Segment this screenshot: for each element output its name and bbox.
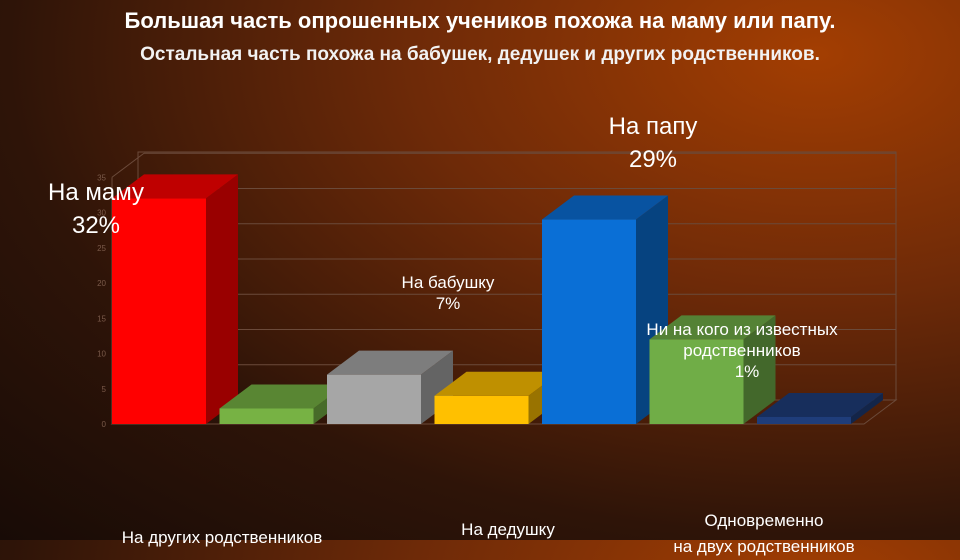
- y-tick-label-3: 15: [97, 314, 106, 323]
- label-none-line2: родственников: [683, 341, 801, 360]
- bar-4: [542, 195, 668, 424]
- bar-side-5: [743, 315, 776, 424]
- bar-0: [112, 174, 238, 424]
- bar-top-3: [434, 371, 561, 396]
- label-papa-value: 29%: [628, 146, 678, 173]
- bar-front-5: [649, 339, 744, 424]
- y-tick-label-0: 0: [102, 420, 107, 429]
- label-babushka-value: 7%: [435, 294, 461, 313]
- bar-top-2: [327, 350, 453, 375]
- label-none-line1: Ни на кого из известных: [646, 320, 838, 339]
- label-mama: На маму 32%: [30, 176, 162, 242]
- bar-top-4: [542, 195, 668, 220]
- chart-title: Большая часть опрошенных учеников похожа…: [124, 8, 836, 33]
- bar-2: [327, 350, 453, 424]
- bar-front-4: [542, 219, 636, 424]
- bar-3: [434, 371, 561, 424]
- bar-side-0: [206, 174, 238, 424]
- y-tick-label-1: 5: [102, 385, 107, 394]
- bar-top-5: [649, 315, 776, 340]
- y-tick-label-2: 10: [97, 350, 106, 359]
- label-simultaneous-line1: Одновременно: [704, 511, 824, 530]
- label-papa: На папу 29%: [580, 110, 726, 176]
- y-tick-label-4: 20: [97, 279, 106, 288]
- label-babushka: На бабушку 7%: [380, 272, 516, 314]
- label-mama-value: 32%: [71, 212, 121, 239]
- label-mama-name: На маму: [48, 179, 144, 206]
- label-simultaneous-line2: на двух родственников: [673, 537, 855, 556]
- bar-1: [219, 384, 346, 424]
- bar-front-3: [434, 395, 529, 424]
- label-none: Ни на кого из известных родственников 1%: [608, 319, 876, 382]
- label-babushka-name: На бабушку: [401, 273, 495, 292]
- label-simultaneous: Одновременно на двух родственников: [632, 508, 896, 560]
- bar-front-2: [327, 374, 421, 424]
- bar-side-6: [851, 392, 883, 424]
- bar-top-1: [219, 384, 346, 409]
- bar-front-0: [112, 198, 206, 424]
- chart-subtitle: Остальная часть похожа на бабушек, дедуш…: [140, 44, 820, 65]
- label-papa-name: На папу: [608, 113, 698, 140]
- bar-chart: 0 5 10 15 20 25 30 35: [97, 151, 898, 429]
- grid-diag-7: [111, 152, 145, 178]
- bar-top-0: [112, 174, 238, 199]
- bar-5: [649, 315, 776, 424]
- bar-6: [757, 392, 883, 424]
- bar-front-1: [219, 408, 314, 424]
- bar-top-6: [757, 392, 883, 417]
- label-none-value: 1%: [734, 362, 760, 381]
- y-tick-label-7: 35: [97, 173, 106, 182]
- bar-front-6: [757, 416, 851, 424]
- label-others: На других родственников: [121, 528, 323, 547]
- label-dedushka: На дедушку: [461, 520, 555, 539]
- bars: [112, 174, 883, 424]
- y-tick-label-6: 30: [97, 209, 106, 218]
- y-tick-label-5: 25: [97, 244, 106, 253]
